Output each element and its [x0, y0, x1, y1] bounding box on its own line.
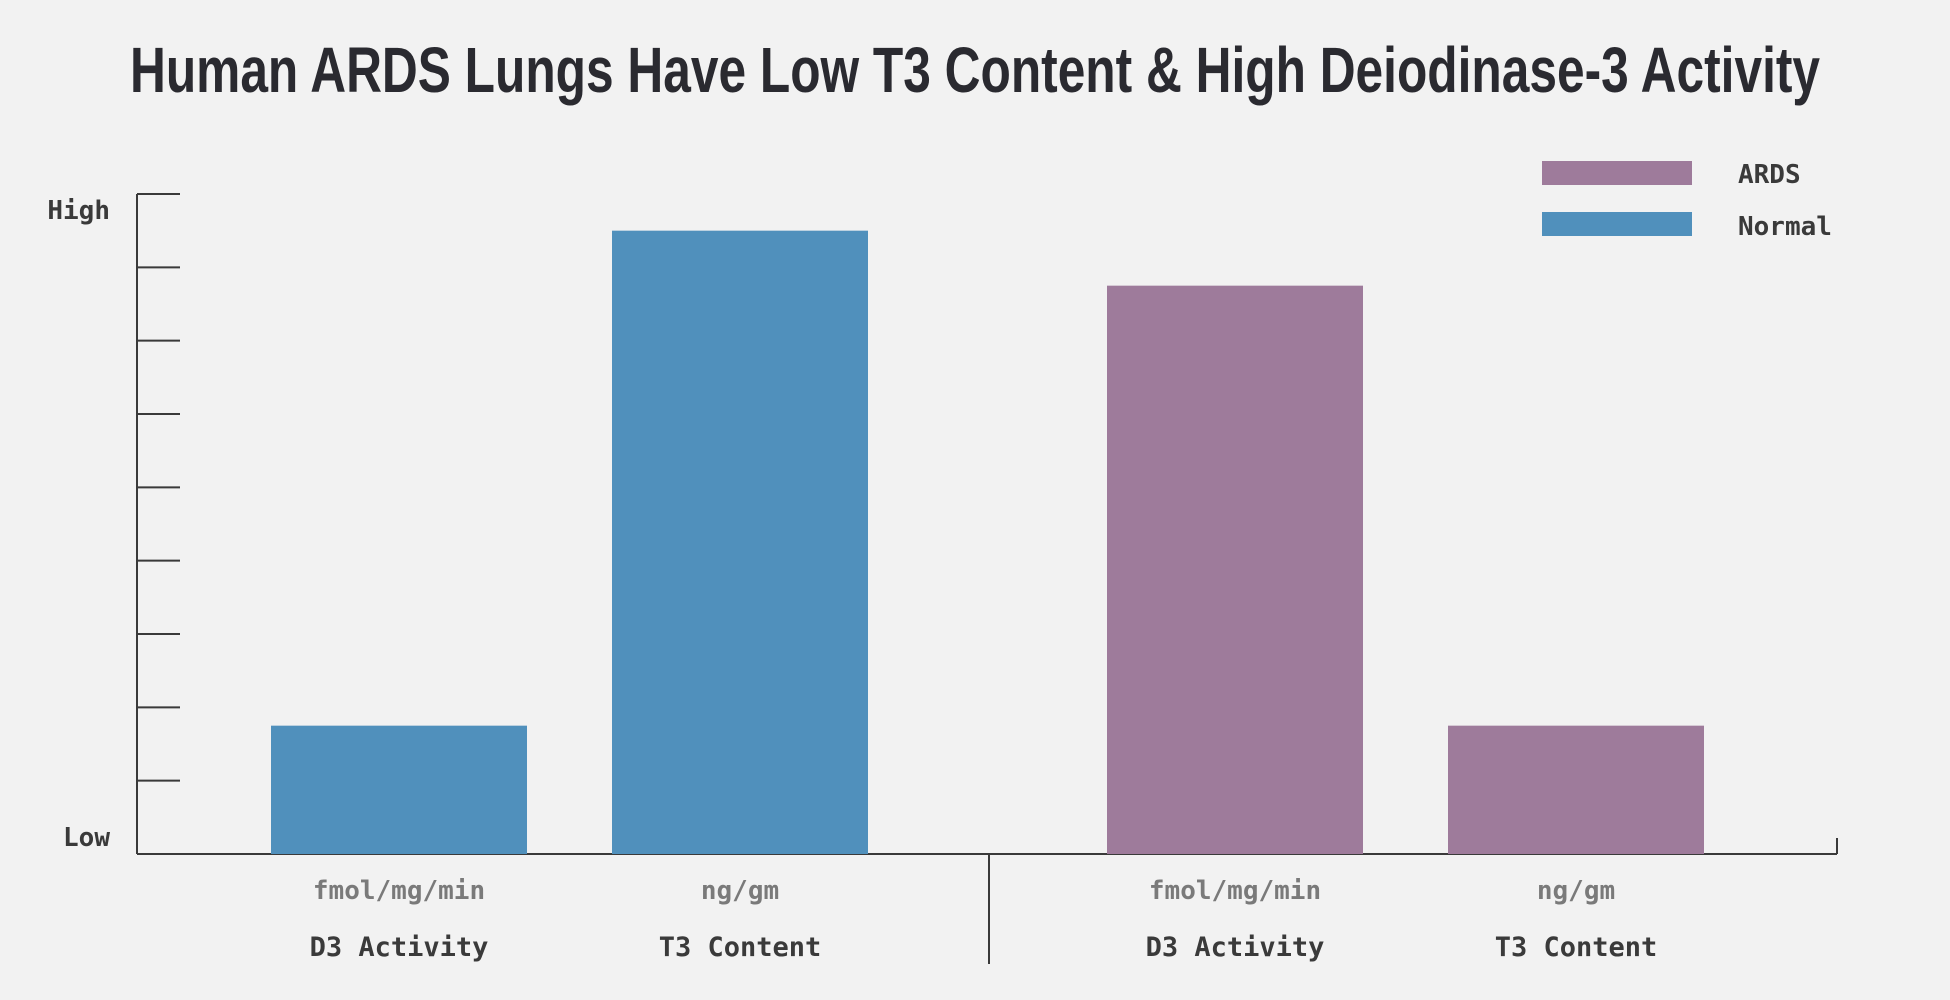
x-unit-label: fmol/mg/min	[1149, 876, 1321, 906]
x-unit-label: ng/gm	[1537, 876, 1615, 906]
x-unit-label: fmol/mg/min	[313, 876, 485, 906]
x-category-label: D3 Activity	[310, 932, 489, 963]
legend-swatch-normal	[1542, 212, 1692, 236]
y-tick-label-low: Low	[63, 823, 110, 853]
bars	[271, 230, 1704, 855]
legend-swatch-ards	[1542, 161, 1692, 185]
x-unit-label: ng/gm	[701, 876, 779, 906]
bar-ards-d3-activity	[1107, 285, 1363, 855]
x-labels: fmol/mg/min ng/gm fmol/mg/min ng/gm D3 A…	[310, 876, 1658, 963]
legend: ARDS Normal	[1542, 160, 1832, 242]
x-category-label: T3 Content	[659, 932, 822, 963]
legend-label-normal: Normal	[1738, 212, 1832, 242]
y-tick-label-high: High	[47, 196, 110, 226]
bar-normal-d3-activity	[271, 725, 527, 854]
legend-label-ards: ARDS	[1738, 160, 1801, 190]
chart-title: Human ARDS Lungs Have Low T3 Content & H…	[130, 34, 1820, 106]
bar-normal-t3-content	[612, 230, 868, 854]
y-ticks	[137, 193, 180, 855]
bar-ards-t3-content	[1448, 725, 1704, 854]
x-category-label: T3 Content	[1495, 932, 1658, 963]
x-category-label: D3 Activity	[1146, 932, 1325, 963]
